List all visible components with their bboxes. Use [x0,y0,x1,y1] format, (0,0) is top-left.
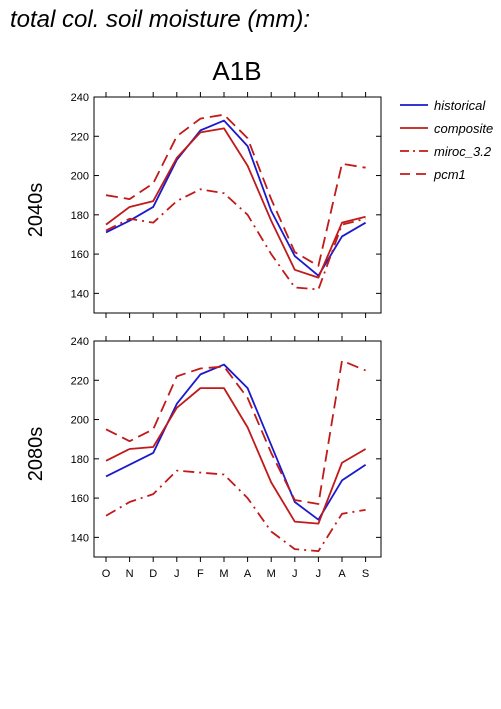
panel-label-2040s: 2040s [25,183,47,238]
y-tick-label: 160 [71,249,89,261]
y-tick-label: 200 [71,171,89,183]
x-tick-label: J [174,568,180,580]
plot-frame-2040s [93,96,382,314]
plot-frame-2080s [93,340,382,558]
panel-label-2080s: 2080s [25,427,47,482]
series-line-historical [105,119,367,277]
x-tick-label: A [338,568,346,580]
x-tick-label: J [292,568,298,580]
series-line-historical [105,363,367,521]
x-tick-label: M [219,568,228,580]
series-line-miroc_3.2 [105,188,366,291]
y-tick-label: 180 [71,210,89,222]
y-tick-label: 240 [71,336,89,348]
x-tick-label: J [316,568,322,580]
series-line-pcm1 [105,359,366,505]
page-title: total col. soil moisture (mm): [10,6,311,33]
y-tick-label: 140 [71,532,89,544]
chart-title: A1B [212,56,262,86]
y-tick-label: 160 [71,493,89,505]
legend-label-composite: composite [434,121,493,136]
y-tick-label: 140 [71,288,89,300]
series-line-composite [105,387,367,525]
series-line-composite [105,127,366,279]
x-tick-label: M [267,568,276,580]
legend-label-miroc_3.2: miroc_3.2 [434,144,492,159]
legend-label-historical: historical [434,98,486,113]
y-tick-label: 180 [71,454,89,466]
y-tick-label: 220 [71,375,89,387]
x-tick-label: A [244,568,252,580]
y-tick-label: 200 [71,415,89,427]
y-tick-label: 240 [71,92,89,104]
series-line-pcm1 [105,113,366,267]
x-tick-label: F [197,568,204,580]
x-tick-label: S [362,568,369,580]
legend-label-pcm1: pcm1 [433,167,466,182]
x-tick-label: N [126,568,134,580]
series-line-miroc_3.2 [105,469,366,553]
x-tick-label: D [149,568,157,580]
y-tick-label: 220 [71,131,89,143]
x-tick-label: O [102,568,111,580]
